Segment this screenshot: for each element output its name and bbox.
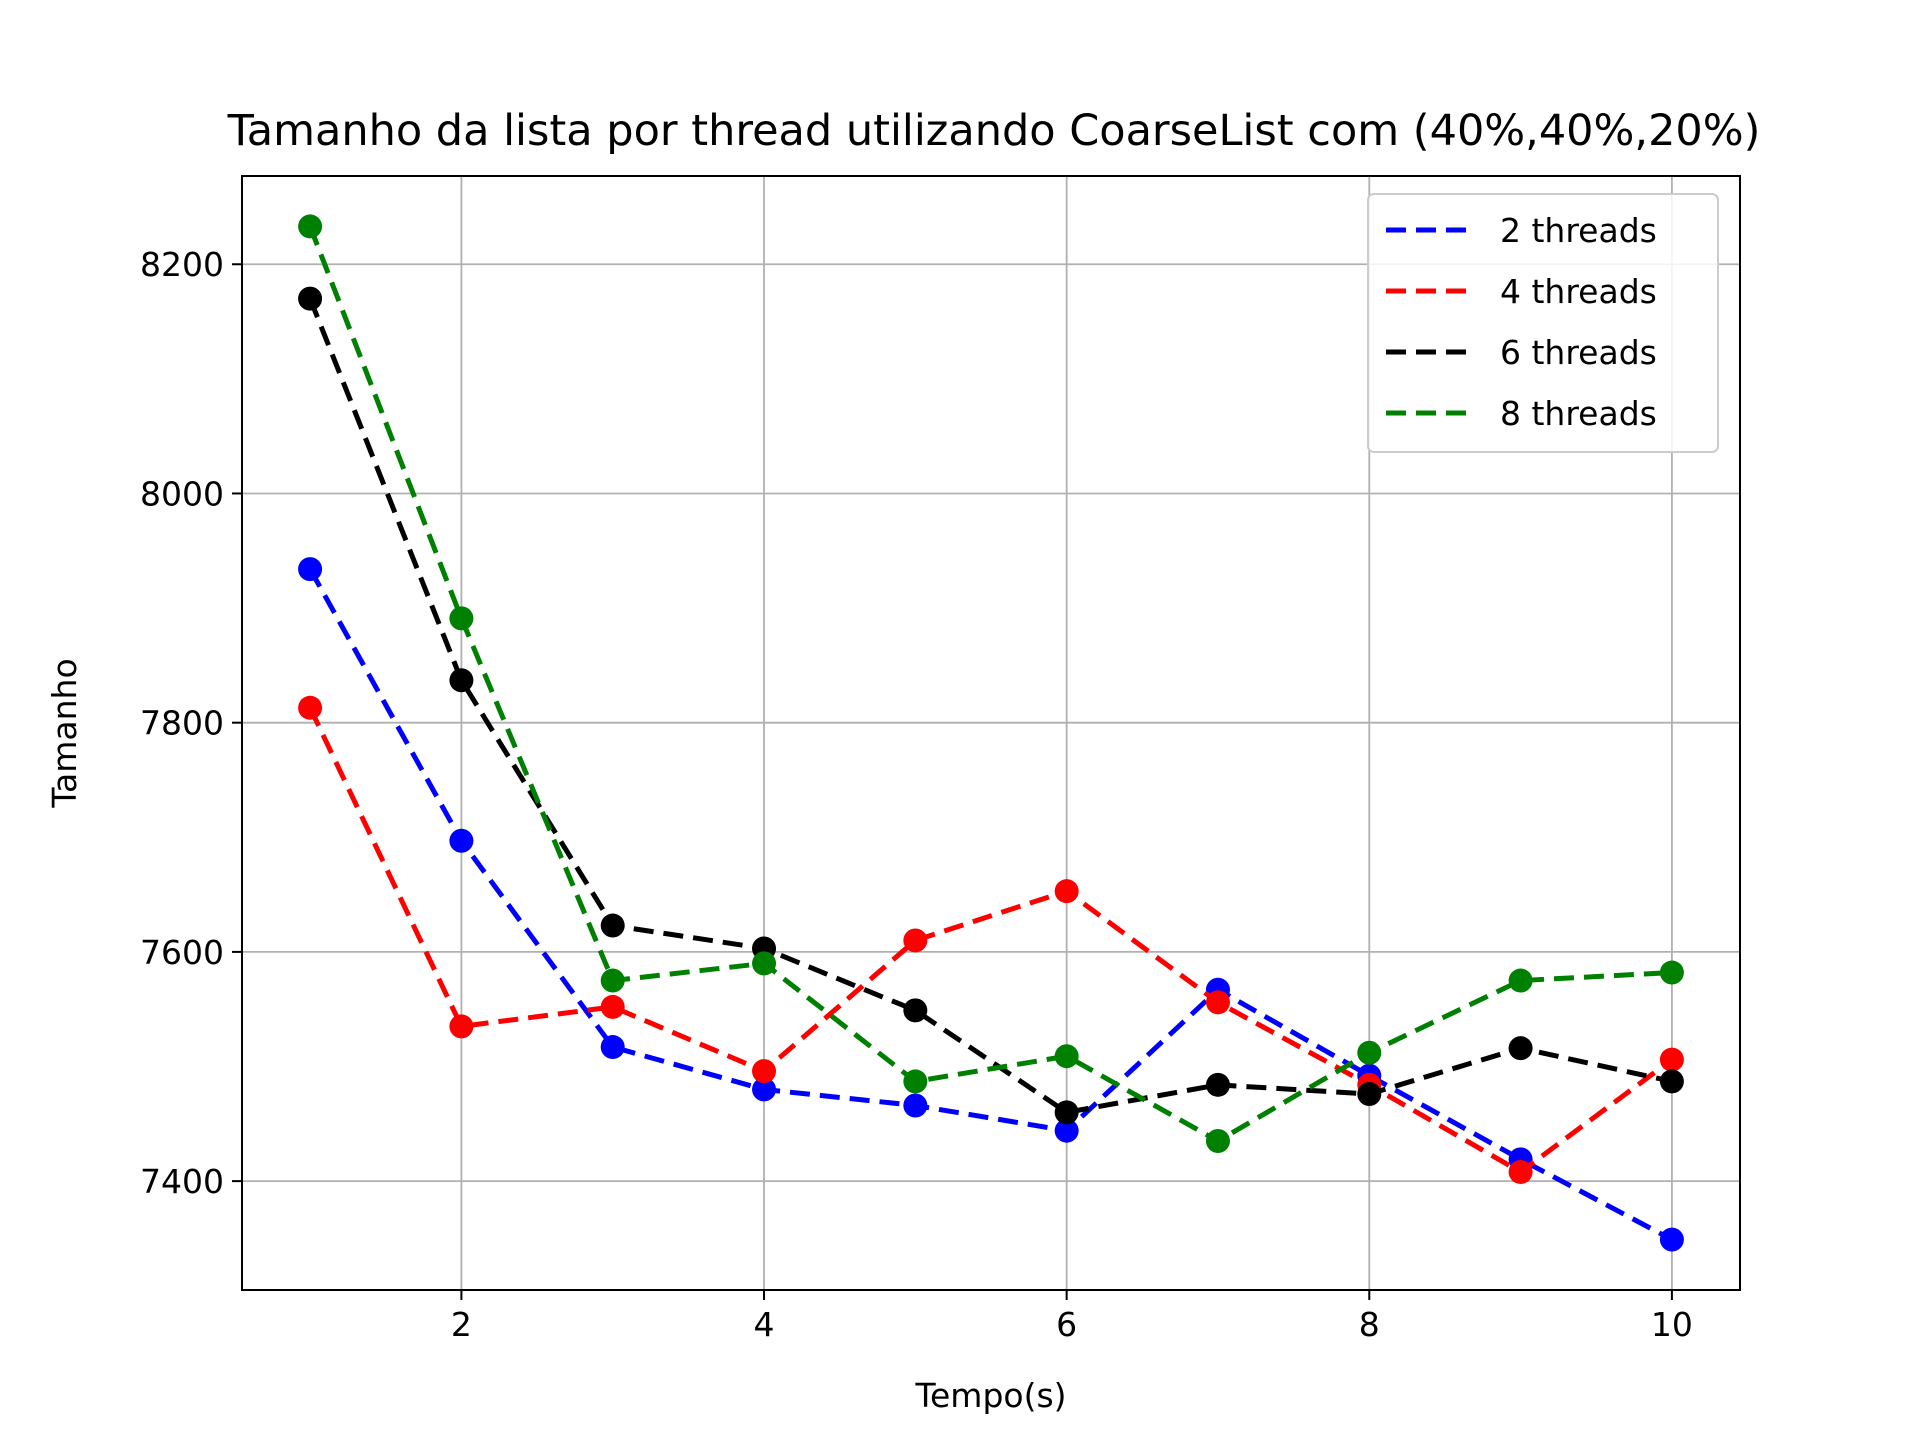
data-point bbox=[600, 913, 625, 938]
data-point bbox=[903, 1069, 928, 1094]
legend-label: 6 threads bbox=[1500, 333, 1657, 372]
data-point bbox=[449, 668, 474, 693]
data-point bbox=[449, 1014, 474, 1039]
data-point bbox=[1508, 1159, 1533, 1184]
series-4 bbox=[298, 214, 1684, 1154]
legend-label: 4 threads bbox=[1500, 272, 1657, 311]
y-tick-label: 7600 bbox=[140, 933, 224, 972]
data-point bbox=[1659, 1069, 1684, 1094]
series-line bbox=[307, 225, 1673, 1144]
data-point bbox=[752, 951, 777, 976]
data-point bbox=[1659, 1227, 1684, 1252]
legend-item: 4 threads bbox=[1386, 272, 1657, 311]
x-tick-label: 2 bbox=[451, 1305, 472, 1344]
legend-label: 8 threads bbox=[1500, 394, 1657, 433]
data-point bbox=[1205, 1072, 1230, 1097]
data-point bbox=[752, 1077, 777, 1102]
y-tick-label: 8000 bbox=[140, 474, 224, 513]
x-tick-label: 6 bbox=[1056, 1305, 1077, 1344]
data-point bbox=[298, 557, 323, 582]
legend-item: 8 threads bbox=[1386, 394, 1657, 433]
data-point bbox=[1054, 1100, 1079, 1125]
data-point bbox=[298, 695, 323, 720]
data-point bbox=[1054, 879, 1079, 904]
data-point bbox=[1357, 1082, 1382, 1107]
data-point bbox=[1205, 990, 1230, 1015]
data-point bbox=[1508, 1036, 1533, 1061]
y-tick-label: 8200 bbox=[140, 245, 224, 284]
data-point bbox=[600, 994, 625, 1019]
legend-item: 2 threads bbox=[1386, 211, 1657, 250]
data-point bbox=[1659, 960, 1684, 985]
series-layer bbox=[298, 214, 1684, 1252]
series-line bbox=[307, 567, 1674, 1242]
x-tick-label: 10 bbox=[1651, 1305, 1693, 1344]
data-point bbox=[752, 1059, 777, 1084]
data-point bbox=[1659, 1047, 1684, 1072]
data-point bbox=[298, 214, 323, 239]
legend-item: 6 threads bbox=[1386, 333, 1657, 372]
x-axis-label: Tempo(s) bbox=[914, 1376, 1066, 1415]
data-point bbox=[600, 1035, 625, 1060]
legend-label: 2 threads bbox=[1500, 211, 1657, 250]
x-tick-label: 8 bbox=[1359, 1305, 1380, 1344]
y-tick-label: 7800 bbox=[140, 704, 224, 743]
data-point bbox=[903, 1093, 928, 1118]
legend: 2 threads 4 threads 6 threads 8 threads bbox=[1367, 193, 1719, 453]
data-point bbox=[1054, 1118, 1079, 1143]
y-tick-label: 7400 bbox=[140, 1162, 224, 1201]
data-point bbox=[449, 606, 474, 631]
data-point bbox=[1054, 1044, 1079, 1069]
data-point bbox=[1357, 1040, 1382, 1065]
legend-box bbox=[1367, 193, 1719, 453]
data-point bbox=[600, 968, 625, 993]
series-2 bbox=[298, 695, 1684, 1184]
series-line bbox=[307, 706, 1674, 1175]
data-point bbox=[1508, 968, 1533, 993]
data-point bbox=[449, 828, 474, 853]
data-point bbox=[1205, 1129, 1230, 1154]
data-point bbox=[903, 998, 928, 1023]
ticks: 2 4 6 8 10 7400 7600 7800 8000 8200 bbox=[140, 245, 1693, 1344]
x-tick-label: 4 bbox=[754, 1305, 775, 1344]
y-axis-label: Tamanho bbox=[45, 658, 84, 808]
plot-frame bbox=[241, 175, 1741, 1291]
chart-title: Tamanho da lista por thread utilizando C… bbox=[227, 106, 1761, 156]
data-point bbox=[298, 286, 323, 311]
data-point bbox=[903, 928, 928, 953]
